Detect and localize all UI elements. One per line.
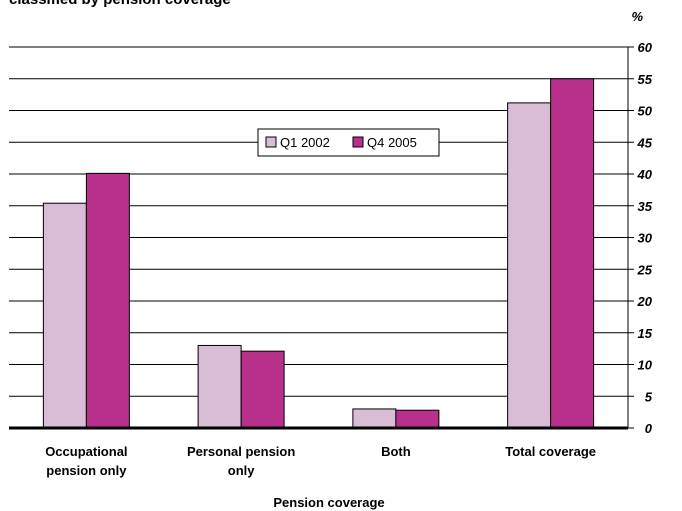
y-tick-label: 20 — [637, 294, 653, 309]
legend-swatch — [352, 136, 364, 148]
y-tick-labels: 0 5 10 15 20 25 30 35 40 45 50 55 60 — [637, 40, 653, 436]
legend-swatch — [265, 136, 277, 148]
legend-label: Q4 2005 — [367, 135, 417, 150]
bar — [85, 172, 130, 429]
y-tick-label: 10 — [638, 358, 653, 373]
y-tick-label: 40 — [637, 167, 653, 182]
bar — [395, 409, 440, 429]
bar — [42, 202, 87, 429]
y-axis-unit-label: % — [631, 9, 643, 24]
y-tick-label: 50 — [638, 104, 653, 119]
legend-box — [257, 128, 440, 157]
x-category-label: Personal pension — [187, 444, 295, 459]
bar — [352, 408, 397, 429]
y-tick-label: 25 — [637, 262, 653, 277]
bar — [507, 102, 552, 429]
y-tick-label: 60 — [638, 40, 653, 55]
legend-label: Q1 2002 — [280, 135, 330, 150]
y-tick-label: 15 — [638, 326, 653, 341]
y-tick-label: 30 — [638, 231, 653, 246]
axes — [9, 47, 629, 430]
x-category-labels: Occupational pension only Personal pension… — [45, 444, 596, 478]
legend: Q1 2002 Q4 2005 — [257, 128, 440, 157]
chart-title: classified by pension coverage — [9, 0, 231, 8]
x-category-label: Both — [381, 444, 411, 459]
y-tick-label: 55 — [638, 72, 653, 87]
x-category-label: pension only — [46, 463, 127, 478]
bar — [550, 78, 595, 429]
x-category-label: Total coverage — [505, 444, 596, 459]
bar — [197, 344, 242, 429]
y-tick-label: 0 — [645, 421, 653, 436]
y-tick-label: 5 — [645, 389, 653, 404]
bar — [240, 350, 285, 429]
x-axis-title: Pension coverage — [273, 495, 384, 510]
y-tick-label: 35 — [638, 199, 653, 214]
bars — [42, 78, 595, 429]
y-tick-label: 45 — [637, 135, 653, 150]
x-category-label: Occupational — [45, 444, 127, 459]
x-category-label: only — [228, 463, 255, 478]
